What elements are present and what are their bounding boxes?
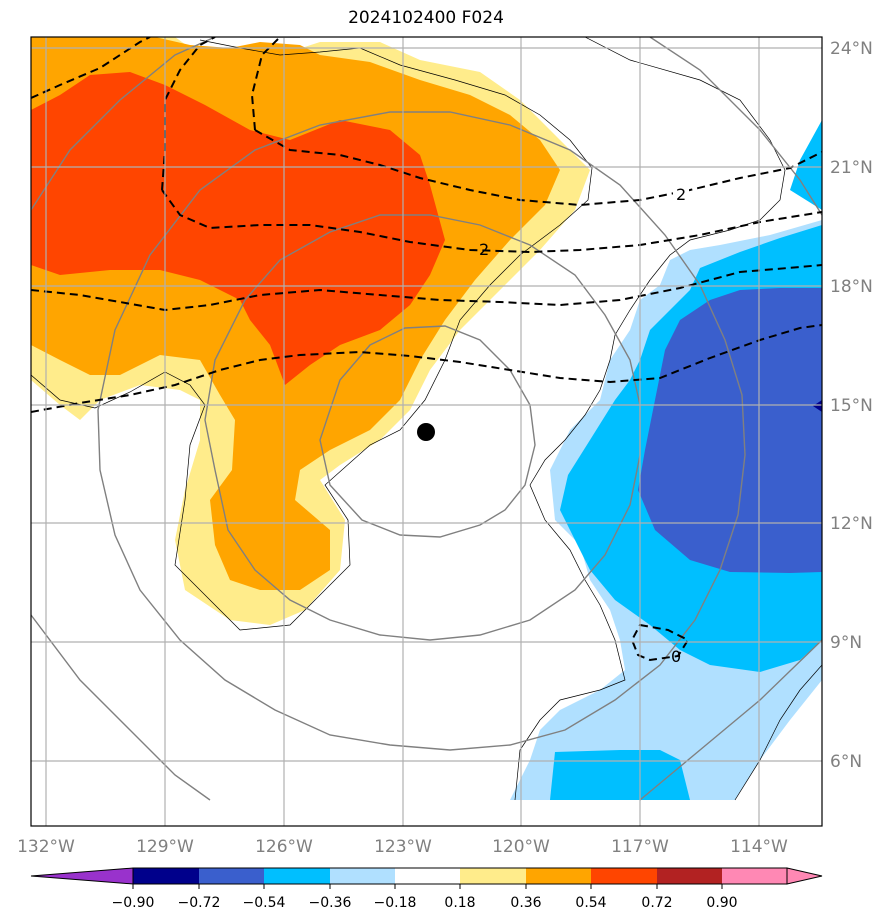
- colorbar-tick-1: −0.90: [112, 895, 155, 911]
- colorbar-swatch-2: [199, 868, 264, 884]
- colorbar-tick-6: 0.18: [444, 895, 475, 911]
- colorbar-tick-8: 0.54: [575, 895, 606, 911]
- colorbar-tick-10: 0.90: [706, 895, 737, 911]
- colorbar-tick-9: 0.72: [641, 895, 672, 911]
- lon-label-132w: 132°W: [17, 837, 75, 857]
- colorbar-tick-3: −0.54: [243, 895, 286, 911]
- thin-contour-far-east: [734, 664, 822, 801]
- colorbar-swatch-9: [657, 868, 722, 884]
- colorbar-tick-2: −0.72: [178, 895, 221, 911]
- storm-center-dot: [417, 423, 435, 441]
- red-orange-region: [31, 72, 445, 385]
- lat-label-9n: 9°N: [830, 633, 862, 653]
- colorbar-extend-low: [30, 867, 134, 885]
- lon-label-126w: 126°W: [255, 837, 313, 857]
- colorbar-swatch-8: [591, 868, 657, 884]
- colorbar-swatch-5: [395, 868, 460, 884]
- thin-contour-east: [514, 37, 786, 801]
- colorbar: −0.90 −0.72 −0.54 −0.36 −0.18 0.18 0.36 …: [30, 867, 823, 911]
- lat-label-15n: 15°N: [830, 396, 873, 416]
- contour-label-0: 0: [671, 647, 681, 666]
- lat-label-24n: 24°N: [830, 39, 873, 59]
- lon-label-117w: 117°W: [611, 837, 669, 857]
- colorbar-swatch-3: [264, 868, 330, 884]
- colorbar-swatch-10: [722, 868, 787, 884]
- lon-label-123w: 123°W: [374, 837, 432, 857]
- colorbar-swatch-7: [526, 868, 591, 884]
- colorbar-tick-5: −0.18: [374, 895, 417, 911]
- lat-label-18n: 18°N: [830, 277, 873, 297]
- lat-label-12n: 12°N: [830, 514, 873, 534]
- colorbar-extend-high: [786, 867, 823, 885]
- graticule: [31, 37, 822, 826]
- longitude-labels: 132°W 129°W 126°W 123°W 120°W 117°W 114°…: [17, 837, 788, 857]
- colorbar-swatch-1: [133, 868, 199, 884]
- map-plot-area: 2 2 0: [31, 37, 822, 826]
- navy-mark: [813, 400, 822, 412]
- contour-label-2-lower: 2: [479, 240, 489, 259]
- colorbar-swatch-4: [330, 868, 395, 884]
- lon-label-129w: 129°W: [136, 837, 194, 857]
- lon-label-120w: 120°W: [492, 837, 550, 857]
- map-frame: [30, 36, 823, 827]
- deep-sky-blue-region: [610, 37, 822, 210]
- map-title: 2024102400 F024: [348, 8, 504, 28]
- colorbar-swatch-6: [460, 868, 526, 884]
- colorbar-tick-7: 0.36: [510, 895, 541, 911]
- contour-label-2-upper: 2: [676, 185, 686, 204]
- latitude-labels: 24°N 21°N 18°N 15°N 12°N 9°N 6°N: [830, 39, 873, 772]
- lat-label-6n: 6°N: [830, 752, 862, 772]
- lon-label-114w: 114°W: [730, 837, 788, 857]
- colorbar-tick-4: −0.36: [309, 895, 352, 911]
- royal-blue-region: [638, 288, 822, 573]
- lat-label-21n: 21°N: [830, 158, 873, 178]
